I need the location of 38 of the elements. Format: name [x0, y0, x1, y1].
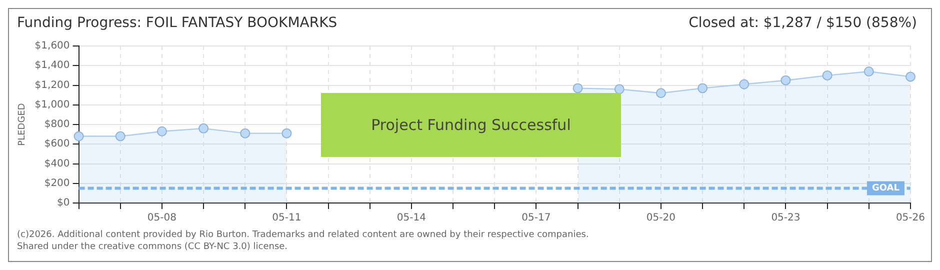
text: (c)2026. Additional content provided by Rio Burton. Trademarks and related content are owned by their respective companies.	[17, 229, 590, 241]
point	[156, 126, 167, 136]
point	[282, 128, 292, 138]
x-tick-label: 05-11	[272, 212, 302, 224]
point	[240, 128, 250, 138]
chart-subtitle: Closed at: $1,287 / $150 (858%)	[688, 15, 917, 33]
ref-line-label: GOAL	[872, 184, 900, 194]
point	[864, 66, 874, 77]
y-tick-label: $400	[44, 158, 70, 170]
text: Shared under the creative commons (CC BY-NC 3.0) license.	[17, 241, 289, 253]
y-tick-label: $1,400	[34, 60, 70, 72]
point	[656, 88, 666, 98]
y-axis-title: PLEDGED	[18, 103, 28, 146]
point	[780, 75, 791, 86]
x-tick-label: 05-20	[646, 212, 676, 224]
x-tick-label: 05-08	[147, 212, 176, 224]
point	[698, 83, 708, 94]
y-tick-label: $1,200	[34, 80, 70, 91]
point	[74, 131, 84, 142]
banner: Project Funding Successful	[321, 93, 621, 157]
point	[905, 72, 916, 82]
y-tick-label: $200	[44, 178, 70, 189]
y-tick-label: $0	[57, 198, 70, 209]
point	[822, 70, 832, 80]
point	[198, 123, 209, 134]
x-tick-label: 05-17	[522, 212, 551, 224]
y-tick-label: $1,000	[34, 99, 70, 110]
point	[739, 79, 750, 90]
chart-title: Funding Progress: FOIL FANTASY BOOKMARKS	[17, 15, 338, 33]
x-tick-label: 05-26	[896, 212, 925, 224]
x-tick-label: 05-14	[396, 212, 426, 224]
y-tick-label: $1,600	[34, 40, 70, 52]
point	[115, 131, 126, 142]
y-tick-label: $600	[44, 138, 70, 150]
point	[614, 84, 624, 94]
x-tick-label: 05-23	[771, 212, 800, 224]
point	[572, 83, 583, 94]
y-tick-label: $800	[44, 119, 70, 130]
